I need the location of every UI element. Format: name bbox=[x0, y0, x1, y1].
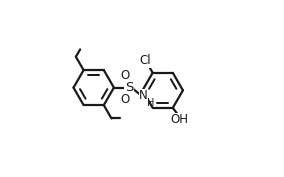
Text: N: N bbox=[139, 89, 148, 102]
Text: Cl: Cl bbox=[140, 54, 151, 67]
Text: O: O bbox=[120, 69, 130, 82]
Text: O: O bbox=[120, 93, 130, 106]
Text: H: H bbox=[147, 98, 154, 108]
Text: S: S bbox=[125, 81, 133, 94]
Text: OH: OH bbox=[171, 113, 189, 126]
